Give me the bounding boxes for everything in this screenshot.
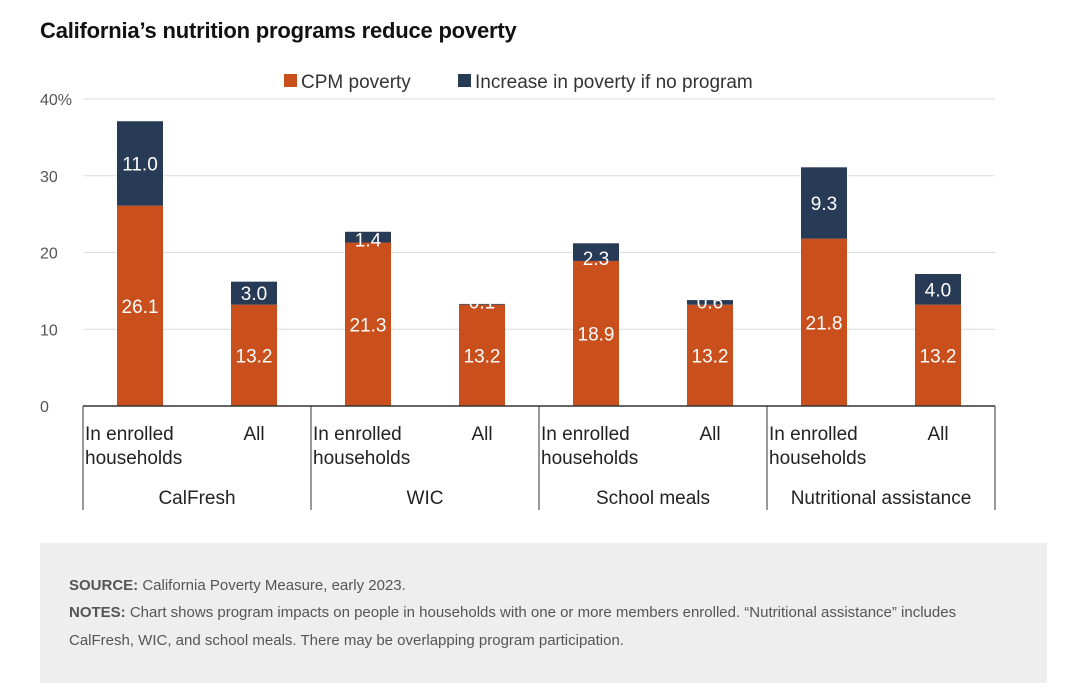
legend-label-0: CPM poverty — [301, 72, 411, 93]
data-label-increase-4: 2.3 — [583, 249, 609, 270]
source-text: California Poverty Measure, early 2023. — [138, 577, 406, 594]
bar-increase-6 — [801, 167, 847, 239]
source-label: SOURCE: — [69, 577, 139, 594]
category-label-2-0: In enrolled — [313, 424, 402, 445]
notes-label: NOTES: — [69, 604, 126, 621]
group-label-2: School meals — [596, 488, 710, 509]
bar-cpm-poverty-0 — [117, 205, 163, 406]
data-label-increase-3: 0.1 — [469, 293, 495, 314]
notes-line: NOTES: Chart shows program impacts on pe… — [69, 599, 969, 655]
chart-title: California’s nutrition programs reduce p… — [40, 18, 517, 43]
legend-label-1: Increase in poverty if no program — [475, 72, 753, 93]
data-label-increase-0: 11.0 — [122, 154, 158, 175]
legend-swatch-1 — [458, 74, 471, 87]
data-label-cpm-7: 13.2 — [920, 346, 957, 367]
category-label-7-0: All — [927, 424, 948, 445]
data-label-cpm-1: 13.2 — [236, 346, 273, 367]
data-label-increase-1: 3.0 — [241, 284, 267, 305]
y-tick-label-1: 10 — [40, 322, 58, 339]
bar-increase-4 — [573, 243, 619, 261]
category-label-4-1: households — [541, 448, 638, 469]
bar-increase-3 — [459, 303, 505, 305]
notes-text: Chart shows program impacts on people in… — [69, 604, 957, 649]
data-label-cpm-4: 18.9 — [578, 324, 615, 345]
y-tick-label-0: 0 — [40, 399, 49, 416]
data-label-cpm-0: 26.1 — [122, 297, 159, 318]
y-axis-ticks: 0 10 20 30 40% — [40, 92, 72, 416]
bar-cpm-poverty-1 — [231, 304, 277, 406]
bar-increase-7 — [915, 273, 961, 305]
category-label-5-0: All — [699, 424, 720, 445]
y-tick-label-2: 20 — [40, 246, 58, 263]
x-axis: In enrolled households All In enrolled house… — [82, 405, 996, 510]
category-label-6-0: In enrolled — [769, 424, 858, 445]
bar-cpm-poverty-7 — [915, 304, 961, 406]
bar-cpm-poverty-4 — [573, 260, 619, 406]
category-label-0-1: households — [85, 448, 182, 469]
y-tick-label-3: 30 — [40, 169, 58, 186]
data-label-increase-6: 9.3 — [811, 194, 837, 215]
data-label-cpm-3: 13.2 — [464, 346, 501, 367]
bar-cpm-poverty-3 — [459, 304, 505, 406]
bar-increase-5 — [687, 300, 733, 305]
data-label-cpm-6: 21.8 — [806, 313, 843, 334]
bars — [117, 121, 961, 406]
stacked-bar-chart: CPM poverty Increase in poverty if no pro… — [40, 72, 996, 510]
data-label-increase-5: 0.6 — [697, 293, 723, 314]
category-label-2-1: households — [313, 448, 410, 469]
gridlines — [83, 98, 995, 330]
source-line: SOURCE: California Poverty Measure, earl… — [69, 572, 1019, 600]
y-tick-label-4: 40% — [40, 92, 72, 109]
legend-swatch-0 — [284, 74, 297, 87]
bar-cpm-poverty-2 — [345, 242, 391, 406]
bar-cpm-poverty-5 — [687, 304, 733, 406]
bar-increase-0 — [117, 121, 163, 206]
category-label-6-1: households — [769, 448, 866, 469]
notes-panel: SOURCE: California Poverty Measure, earl… — [40, 543, 1047, 683]
category-label-1-0: All — [243, 424, 264, 445]
legend: CPM poverty Increase in poverty if no pro… — [284, 72, 753, 93]
group-label-1: WIC — [407, 488, 444, 509]
group-label-0: CalFresh — [158, 488, 235, 509]
bar-cpm-poverty-6 — [801, 238, 847, 406]
data-labels: 26.1 11.0 13.2 3.0 21.3 1.4 13.2 0.1 18.9 2.3 13.2… — [122, 154, 957, 367]
data-label-increase-2: 1.4 — [355, 231, 382, 252]
category-label-3-0: All — [471, 424, 492, 445]
bar-increase-1 — [231, 281, 277, 305]
bar-increase-2 — [345, 231, 391, 243]
data-label-cpm-2: 21.3 — [350, 315, 387, 336]
category-label-4-0: In enrolled — [541, 424, 630, 445]
group-label-3: Nutritional assistance — [791, 488, 972, 509]
data-label-increase-7: 4.0 — [925, 280, 951, 301]
category-label-0-0: In enrolled — [85, 424, 174, 445]
data-label-cpm-5: 13.2 — [692, 346, 729, 367]
